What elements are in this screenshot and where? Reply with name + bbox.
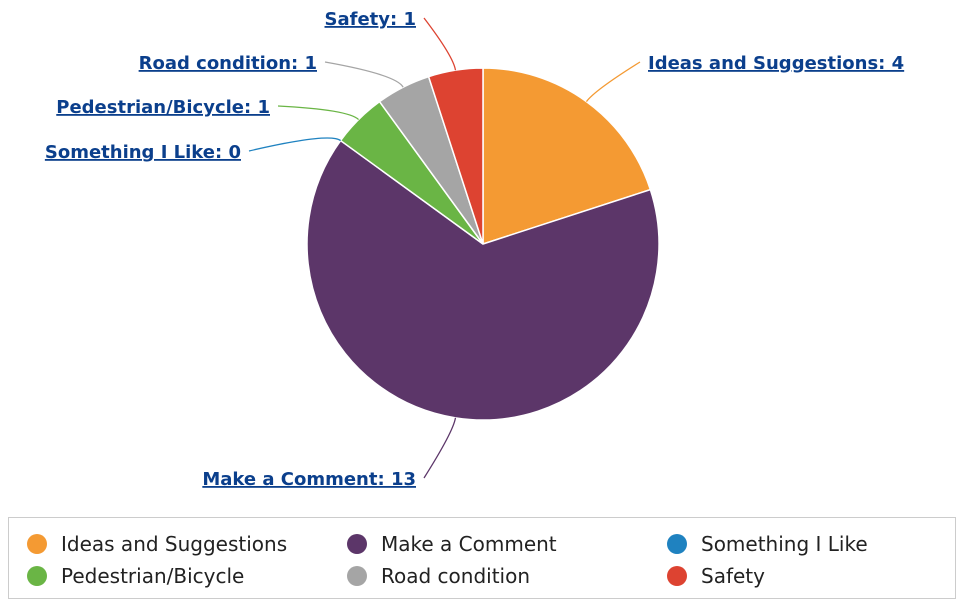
chart-legend: Ideas and Suggestions Make a Comment Som…	[8, 517, 956, 599]
legend-label: Something I Like	[701, 532, 868, 556]
legend-item-safety[interactable]: Safety	[667, 561, 765, 591]
connector-road-condition	[324, 61, 404, 88]
data-label-something-i-like[interactable]: Something I Like: 0	[45, 142, 241, 163]
data-label-ideas-and-suggestions[interactable]: Ideas and Suggestions: 4	[648, 53, 904, 74]
legend-swatch-ideas-and-suggestions	[27, 534, 47, 554]
data-label-make-a-comment[interactable]: Make a Comment: 13	[202, 469, 416, 490]
connector-make-a-comment	[423, 417, 457, 479]
connector-ideas-and-suggestions	[585, 61, 641, 103]
connector-pedestrian-bicycle	[277, 105, 360, 121]
connector-something-i-like	[248, 137, 341, 152]
data-label-safety[interactable]: Safety: 1	[325, 9, 416, 30]
legend-swatch-road-condition	[347, 566, 367, 586]
legend-label: Road condition	[381, 564, 531, 588]
legend-label: Pedestrian/Bicycle	[61, 564, 245, 588]
connector-safety	[423, 17, 457, 71]
legend-label: Ideas and Suggestions	[61, 532, 288, 556]
legend-swatch-pedestrian-bicycle	[27, 566, 47, 586]
legend-item-road-condition[interactable]: Road condition	[347, 561, 530, 591]
legend-label: Safety	[701, 564, 765, 588]
pie-slice-ideas-and-suggestions[interactable]	[482, 67, 652, 246]
legend-item-ideas-and-suggestions[interactable]: Ideas and Suggestions	[27, 529, 287, 559]
pie-slice-safety[interactable]	[427, 67, 484, 245]
legend-item-something-i-like[interactable]: Something I Like	[667, 529, 868, 559]
data-label-road-condition[interactable]: Road condition: 1	[139, 53, 317, 74]
pie-chart: Ideas and Suggestions: 4 Make a Comment: …	[45, 9, 904, 490]
legend-swatch-safety	[667, 566, 687, 586]
legend-item-make-a-comment[interactable]: Make a Comment	[347, 529, 557, 559]
data-label-pedestrian-bicycle[interactable]: Pedestrian/Bicycle: 1	[56, 97, 270, 118]
legend-swatch-something-i-like	[667, 534, 687, 554]
legend-swatch-make-a-comment	[347, 534, 367, 554]
legend-item-pedestrian-bicycle[interactable]: Pedestrian/Bicycle	[27, 561, 244, 591]
legend-label: Make a Comment	[381, 532, 557, 556]
